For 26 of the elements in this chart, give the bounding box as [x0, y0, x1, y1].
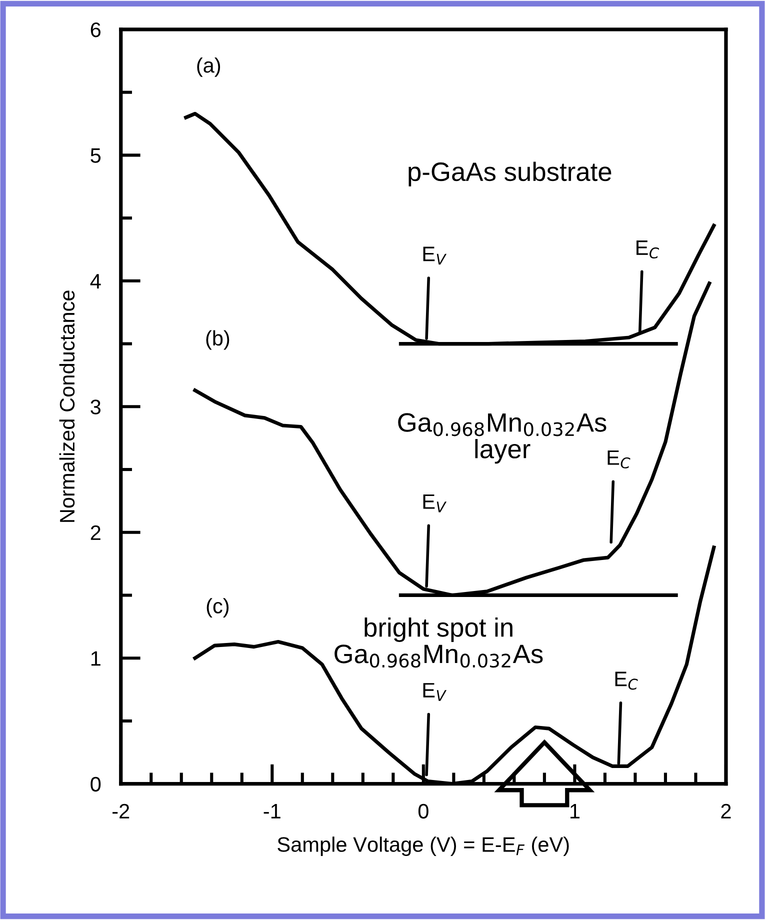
text: Ga$_{0.968}$Mn$_{0.032}$As layer	[398, 413, 606, 464]
y-axis-title: Normalized Conductance	[59, 290, 75, 522]
y-tick-label: 4	[90, 274, 101, 288]
y-tick-label: 6	[90, 22, 101, 38]
y-tick-label: 3	[90, 400, 101, 414]
y-tick-label: 0	[90, 776, 101, 792]
annotation: E$_{V}$	[423, 494, 447, 512]
annotation: E$_{V}$	[423, 683, 447, 701]
x-tick-label: -2	[112, 804, 130, 818]
y-tick-label: 1	[91, 651, 100, 666]
annotation: bright spot in Ga$_{0.968}$Mn$_{0.032}$As	[334, 617, 543, 668]
y-tick-label: 2	[90, 525, 100, 540]
series-label: (c)	[206, 598, 229, 618]
x-tick-label: 2	[721, 804, 731, 818]
annotation: E$_{V}$	[423, 246, 447, 265]
x-tick-label: 1	[570, 804, 580, 818]
x-tick-label: -1	[264, 804, 280, 818]
annotation: E$_{C}$	[636, 240, 660, 258]
y-tick-label: 5	[90, 148, 101, 163]
annotation: E$_{C}$	[608, 450, 630, 468]
text: (b)	[206, 330, 230, 350]
x-axis-title: Sample Voltage (V) = E-E$_{F}$ (eV)	[278, 836, 569, 856]
annotation: p-GaAs substrate	[408, 162, 612, 186]
x-tick-label: 0	[418, 804, 428, 819]
annotation: E$_{C}$	[615, 672, 638, 690]
series-label: (a)	[197, 57, 220, 77]
